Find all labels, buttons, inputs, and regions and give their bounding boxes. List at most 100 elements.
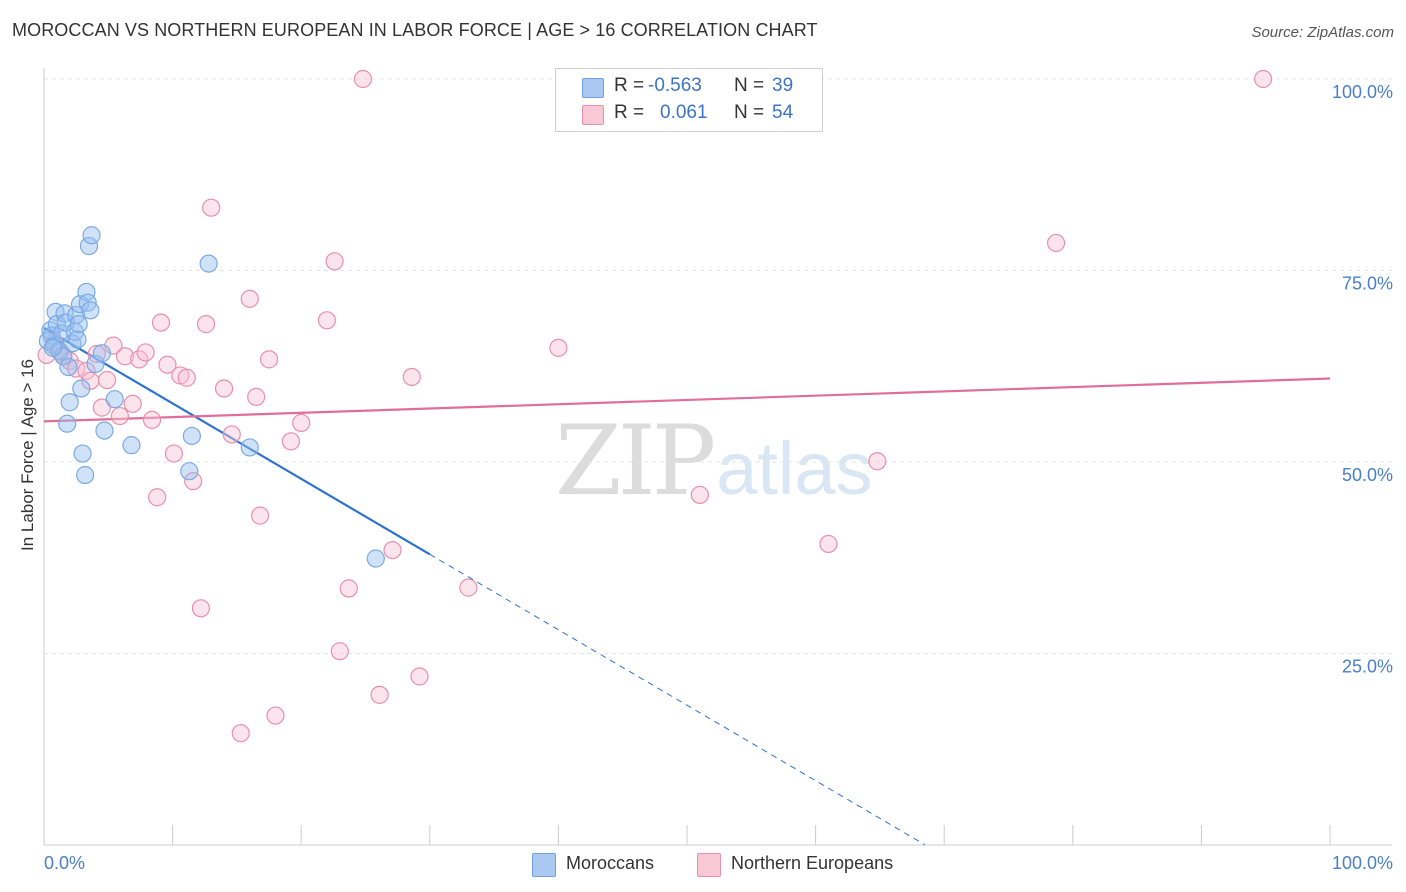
- data-point-moroccans: [95, 421, 114, 440]
- data-point-northern-europeans: [177, 368, 196, 387]
- stats-n-label: N =: [734, 102, 765, 123]
- data-point-moroccans: [122, 436, 141, 455]
- data-point-northern-europeans: [247, 387, 266, 406]
- watermark-atlas: atlas: [716, 427, 873, 510]
- data-point-moroccans: [72, 379, 91, 398]
- legend-label-moroccans: Moroccans: [566, 853, 655, 873]
- data-point-northern-europeans: [97, 370, 117, 390]
- data-point-northern-europeans: [110, 406, 129, 426]
- data-point-moroccans: [69, 315, 88, 334]
- data-point-northern-europeans: [136, 343, 155, 362]
- data-point-moroccans: [76, 465, 95, 485]
- trendline-extension-moroccans: [429, 553, 926, 846]
- data-point-moroccans: [81, 301, 100, 320]
- watermark: ZIPatlas: [555, 405, 873, 517]
- watermark-zip: ZIP: [555, 405, 716, 517]
- data-point-northern-europeans: [339, 579, 358, 598]
- data-point-northern-europeans: [690, 485, 709, 505]
- data-point-northern-europeans: [148, 488, 167, 507]
- data-point-northern-europeans: [402, 367, 421, 387]
- data-point-moroccans: [199, 254, 218, 273]
- data-point-northern-europeans: [819, 534, 838, 554]
- data-point-northern-europeans: [151, 313, 171, 332]
- y-tick-label: 75.0%: [1342, 274, 1393, 294]
- data-point-northern-europeans: [353, 69, 373, 89]
- data-point-moroccans: [240, 438, 259, 457]
- data-point-northern-europeans: [115, 347, 135, 366]
- stats-box: R = -0.563 N = 39 R = 0.061 N = 54: [555, 68, 823, 132]
- data-point-northern-europeans: [325, 252, 344, 271]
- x-tick-label: 0.0%: [44, 853, 85, 873]
- trendline-northern-europeans: [43, 377, 1331, 423]
- data-point-northern-europeans: [383, 540, 402, 560]
- data-point-northern-europeans: [196, 315, 216, 334]
- data-point-moroccans: [86, 354, 105, 374]
- data-point-northern-europeans: [191, 599, 210, 618]
- data-point-northern-europeans: [317, 311, 337, 330]
- y-tick-label: 100.0%: [1332, 82, 1393, 102]
- label-layer: 25.0% 50.0% 75.0% 100.0% 0.0% 100.0%: [44, 82, 1393, 873]
- data-point-northern-europeans: [184, 472, 203, 491]
- data-point-moroccans: [68, 330, 87, 349]
- trend-layer: [43, 327, 1331, 846]
- data-point-northern-europeans: [142, 410, 162, 429]
- data-point-northern-europeans: [259, 350, 279, 369]
- data-point-northern-europeans: [92, 398, 111, 417]
- data-point-northern-europeans: [214, 379, 234, 398]
- data-point-northern-europeans: [370, 685, 389, 704]
- legend-label-northern-europeans: Northern Europeans: [731, 853, 894, 873]
- data-point-northern-europeans: [130, 350, 149, 369]
- data-point-northern-europeans: [410, 667, 429, 686]
- data-point-northern-europeans: [868, 452, 887, 471]
- stats-swatch-moroccans: [582, 78, 604, 98]
- x-tick-label: 100.0%: [1332, 853, 1393, 873]
- stats-r-label: R =: [614, 75, 645, 96]
- data-point-northern-europeans: [222, 425, 241, 444]
- data-point-moroccans: [73, 444, 92, 463]
- data-point-moroccans: [55, 304, 74, 323]
- legend-swatch-moroccans: [532, 853, 556, 877]
- axis-layer: [43, 68, 1392, 846]
- stats-n-value: 39: [772, 75, 794, 96]
- source-label: Source: ZipAtlas.com: [1251, 24, 1394, 41]
- data-point-northern-europeans: [549, 338, 568, 357]
- data-point-moroccans: [59, 357, 78, 377]
- data-point-moroccans: [92, 344, 111, 363]
- data-point-northern-europeans: [202, 198, 221, 217]
- data-point-moroccans: [43, 338, 63, 357]
- data-point-northern-europeans: [77, 361, 96, 380]
- data-point-moroccans: [180, 462, 199, 481]
- data-point-northern-europeans: [459, 578, 478, 597]
- stats-r-value: -0.563: [648, 75, 702, 96]
- stats-n-value: 54: [772, 102, 794, 123]
- data-point-northern-europeans: [1254, 69, 1273, 89]
- data-point-northern-europeans: [158, 355, 177, 374]
- grid-layer: [44, 78, 1392, 654]
- y-tick-label: 50.0%: [1342, 465, 1393, 485]
- data-point-northern-europeans: [330, 642, 349, 661]
- data-point-northern-europeans: [281, 432, 301, 451]
- legend-swatch-northern-europeans: [697, 853, 721, 877]
- stats-r-label: R =: [614, 102, 645, 123]
- data-point-moroccans: [60, 393, 79, 412]
- data-point-moroccans: [366, 549, 385, 568]
- chart-title: MOROCCAN VS NORTHERN EUROPEAN IN LABOR F…: [12, 20, 818, 40]
- data-point-northern-europeans: [164, 444, 183, 463]
- data-point-northern-europeans: [250, 506, 270, 525]
- data-point-moroccans: [105, 390, 124, 409]
- data-point-moroccans: [182, 426, 201, 446]
- point-layer: [37, 69, 1273, 743]
- data-point-northern-europeans: [231, 724, 250, 743]
- data-point-northern-europeans: [1046, 233, 1066, 253]
- y-tick-label: 25.0%: [1342, 657, 1393, 677]
- data-point-northern-europeans: [292, 413, 311, 433]
- stats-swatch-northern-europeans: [582, 105, 604, 125]
- data-point-moroccans: [79, 236, 99, 256]
- data-point-northern-europeans: [266, 706, 285, 725]
- data-point-northern-europeans: [240, 289, 259, 308]
- stats-n-label: N =: [734, 75, 765, 96]
- data-point-moroccans: [58, 414, 77, 433]
- data-point-moroccans: [82, 226, 101, 245]
- data-point-northern-europeans: [123, 394, 142, 413]
